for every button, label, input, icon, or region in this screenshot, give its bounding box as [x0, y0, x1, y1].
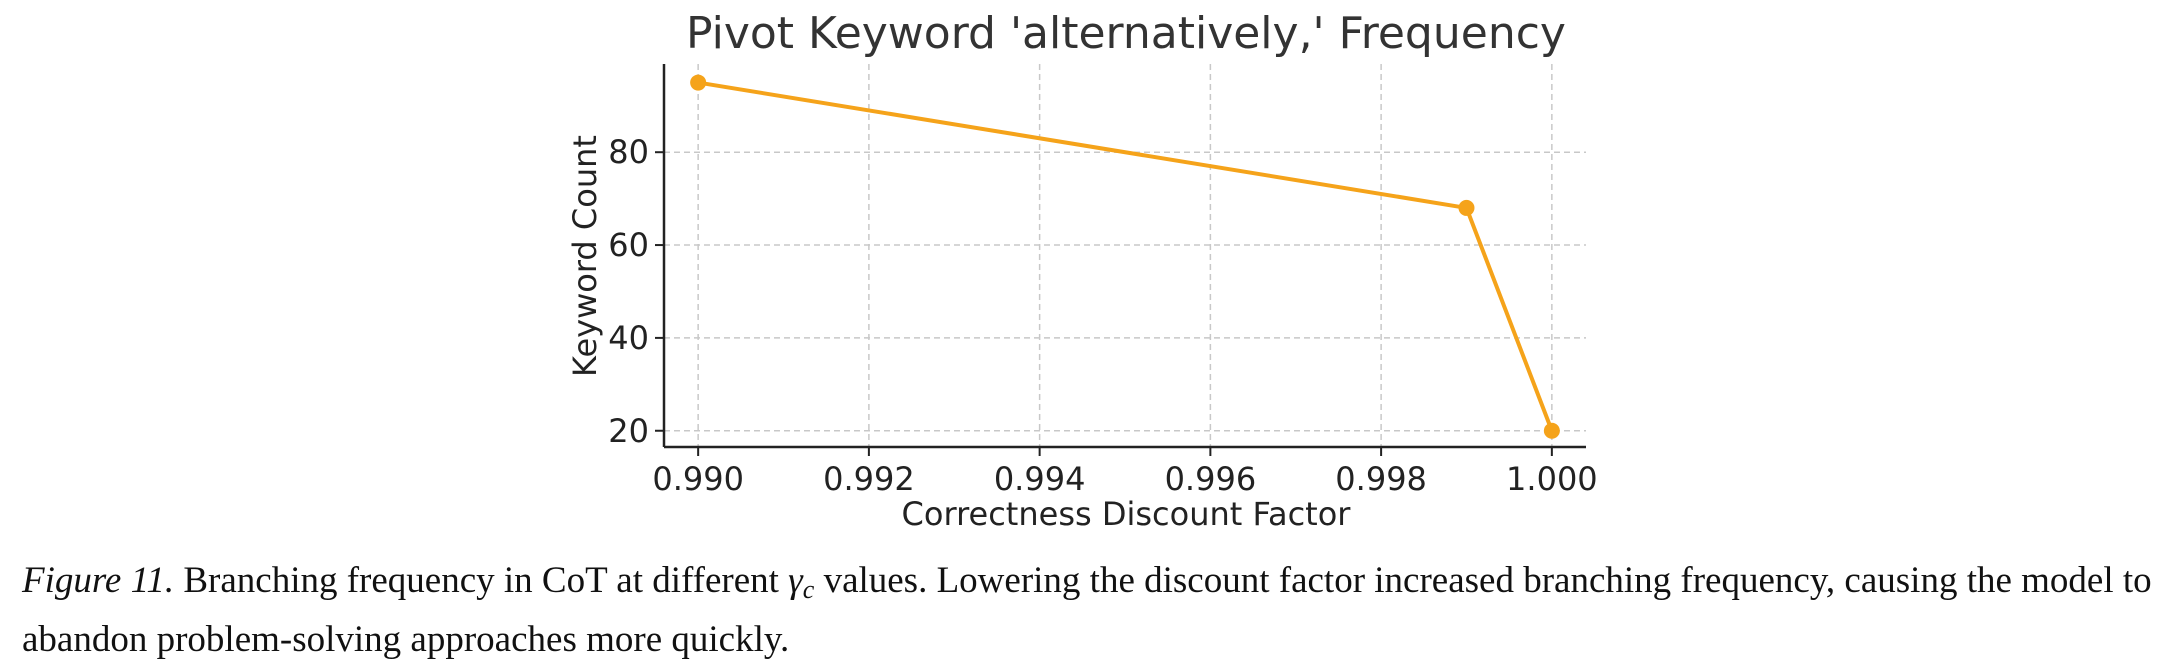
y-tick-label: 80 [608, 133, 649, 171]
figure-caption: Figure 11. Branching frequency in CoT at… [22, 556, 2152, 665]
line-chart: Pivot Keyword 'alternatively,' Frequency… [566, 8, 1598, 533]
x-tick-label: 0.996 [1165, 460, 1257, 498]
caption-subscript: c [802, 575, 815, 604]
x-ticks: 0.990 0.992 0.994 0.996 0.998 1.000 [652, 447, 1598, 498]
y-ticks: 20 40 60 80 [608, 133, 664, 450]
x-axis-label: Correctness Discount Factor [902, 495, 1352, 533]
caption-symbol: γ [788, 560, 803, 601]
data-point [1543, 422, 1560, 439]
y-tick-label: 60 [608, 226, 649, 264]
data-point [690, 74, 707, 91]
x-tick-label: 0.998 [1335, 460, 1427, 498]
caption-text-before: Branching frequency in CoT at different [174, 560, 789, 601]
y-axis-label: Keyword Count [566, 135, 604, 377]
caption-label: Figure 11. [22, 560, 175, 601]
x-tick-label: 0.992 [823, 460, 915, 498]
grid [664, 64, 1586, 447]
caption-text-after: values. Lowering the discount factor inc… [22, 560, 2152, 660]
x-tick-label: 1.000 [1506, 460, 1598, 498]
chart-title: Pivot Keyword 'alternatively,' Frequency [686, 8, 1566, 59]
axes [662, 64, 1586, 449]
x-tick-label: 0.990 [652, 460, 744, 498]
y-tick-label: 20 [608, 412, 649, 450]
x-tick-label: 0.994 [994, 460, 1086, 498]
data-point [1458, 199, 1475, 216]
series-line [697, 80, 1554, 432]
series [690, 74, 1560, 439]
y-tick-label: 40 [608, 319, 649, 357]
